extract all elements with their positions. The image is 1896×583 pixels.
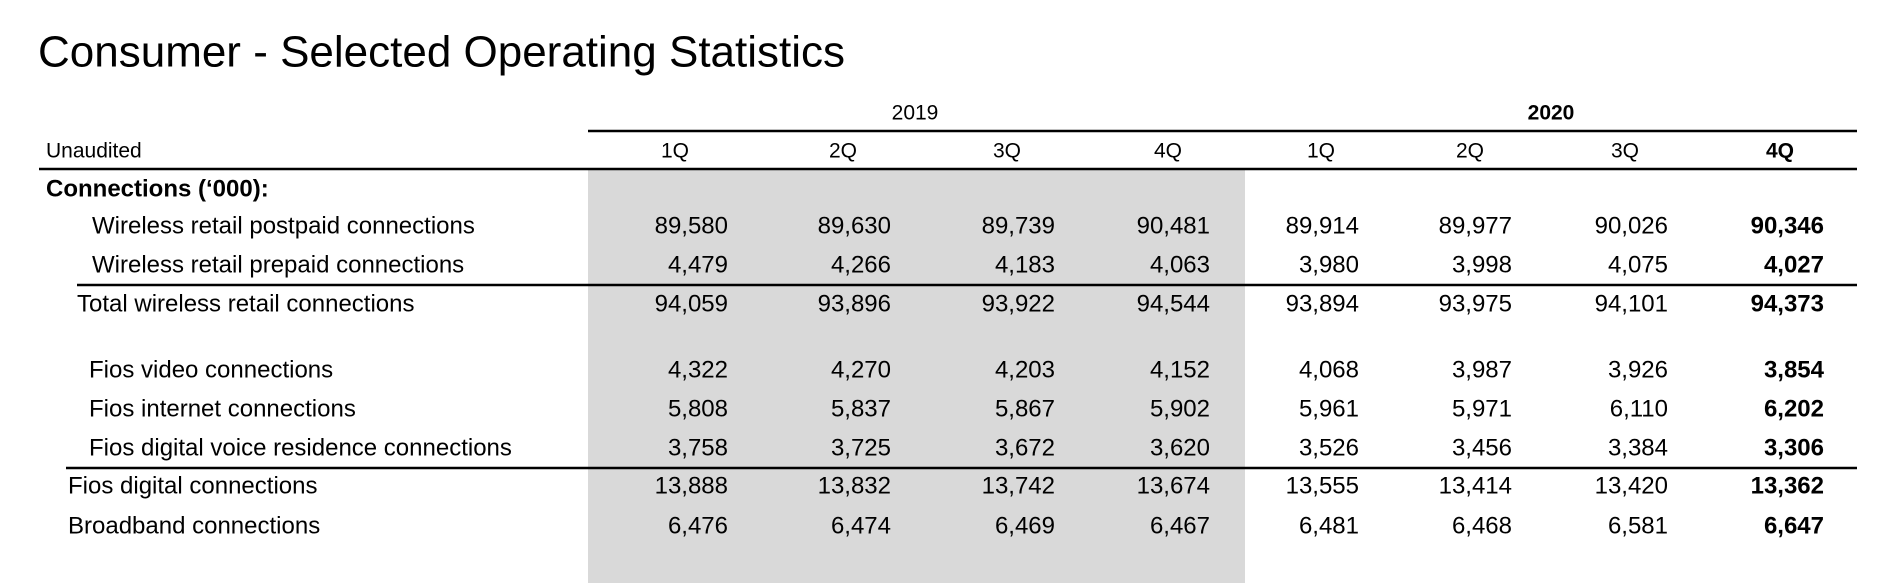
cell: 89,914 <box>1286 212 1359 239</box>
cell: 3,987 <box>1452 356 1512 383</box>
row-label: Fios digital connections <box>68 472 317 499</box>
row-label: Fios internet connections <box>89 395 356 422</box>
cell: 3,384 <box>1608 434 1668 461</box>
cell: 3,854 <box>1764 356 1825 383</box>
cell: 3,980 <box>1299 251 1359 278</box>
cell: 89,977 <box>1439 212 1512 239</box>
cell: 6,647 <box>1764 512 1824 539</box>
cell: 4,479 <box>668 251 728 278</box>
cell: 90,346 <box>1751 212 1824 239</box>
cell: 5,808 <box>668 395 728 422</box>
cell: 90,026 <box>1595 212 1668 239</box>
cell: 4,322 <box>668 356 728 383</box>
cell: 6,474 <box>831 512 891 539</box>
cell: 6,202 <box>1764 395 1824 422</box>
cell: 13,888 <box>655 472 728 499</box>
cell: 3,725 <box>831 434 891 461</box>
cell: 13,832 <box>818 472 891 499</box>
cell: 3,758 <box>668 434 728 461</box>
row-label: Wireless retail postpaid connections <box>92 212 475 239</box>
cell: 89,630 <box>818 212 891 239</box>
cell: 6,110 <box>1610 395 1668 422</box>
column-header: 1Q <box>661 140 689 163</box>
row-label: Fios digital voice residence connections <box>89 434 512 461</box>
section-label: Connections (‘000): <box>46 175 269 202</box>
column-header: 4Q <box>1154 140 1182 163</box>
cell: 13,674 <box>1137 472 1210 499</box>
cell: 5,902 <box>1150 395 1210 422</box>
cell: 4,027 <box>1764 251 1824 278</box>
cell: 6,467 <box>1150 512 1210 539</box>
cell: 3,306 <box>1764 434 1824 461</box>
cell: 93,975 <box>1439 290 1512 317</box>
cell: 6,476 <box>668 512 728 539</box>
column-header: 3Q <box>993 140 1021 163</box>
column-header: 4Q <box>1766 140 1794 163</box>
year-header: 2019 <box>892 102 939 125</box>
cell: 94,101 <box>1595 290 1668 317</box>
year-header: 2020 <box>1528 102 1575 125</box>
cell: 4,270 <box>831 356 891 383</box>
cell: 94,373 <box>1751 290 1824 317</box>
cell: 3,620 <box>1150 434 1210 461</box>
row-label: Fios video connections <box>89 356 333 383</box>
cell: 3,526 <box>1299 434 1359 461</box>
cell: 5,961 <box>1299 395 1359 422</box>
cell: 93,894 <box>1286 290 1359 317</box>
cell: 13,414 <box>1439 472 1512 499</box>
stub-header: Unaudited <box>46 140 142 163</box>
row-label: Total wireless retail connections <box>77 290 415 317</box>
cell: 5,971 <box>1452 395 1512 422</box>
cell: 6,469 <box>995 512 1055 539</box>
cell: 90,481 <box>1137 212 1210 239</box>
cell: 4,152 <box>1150 356 1210 383</box>
title: Consumer - Selected Operating Statistics <box>38 28 845 77</box>
cell: 4,203 <box>995 356 1055 383</box>
row-label: Broadband connections <box>68 512 320 539</box>
column-header: 2Q <box>1456 140 1484 163</box>
column-header: 2Q <box>829 140 857 163</box>
cell: 93,896 <box>818 290 891 317</box>
cell: 4,063 <box>1150 251 1210 278</box>
cell: 4,075 <box>1608 251 1668 278</box>
row-label: Wireless retail prepaid connections <box>92 251 464 278</box>
cell: 5,867 <box>995 395 1055 422</box>
column-header: 1Q <box>1307 140 1335 163</box>
cell: 6,481 <box>1299 512 1359 539</box>
cell: 13,742 <box>982 472 1055 499</box>
cell: 94,544 <box>1137 290 1210 317</box>
cell: 89,580 <box>655 212 728 239</box>
cell: 4,266 <box>831 251 891 278</box>
cell: 13,362 <box>1751 472 1824 499</box>
cell: 3,672 <box>995 434 1055 461</box>
cell: 3,998 <box>1452 251 1512 278</box>
cell: 94,059 <box>655 290 728 317</box>
cell: 3,926 <box>1608 356 1668 383</box>
cell: 93,922 <box>982 290 1055 317</box>
shading <box>588 170 1245 583</box>
cell: 3,456 <box>1452 434 1512 461</box>
cell: 13,555 <box>1286 472 1359 499</box>
cell: 6,581 <box>1608 512 1668 539</box>
cell: 89,739 <box>982 212 1055 239</box>
column-header: 3Q <box>1611 140 1639 163</box>
cell: 4,068 <box>1299 356 1359 383</box>
cell: 6,468 <box>1452 512 1512 539</box>
cell: 5,837 <box>831 395 891 422</box>
cell: 13,420 <box>1595 472 1668 499</box>
cell: 4,183 <box>995 251 1055 278</box>
